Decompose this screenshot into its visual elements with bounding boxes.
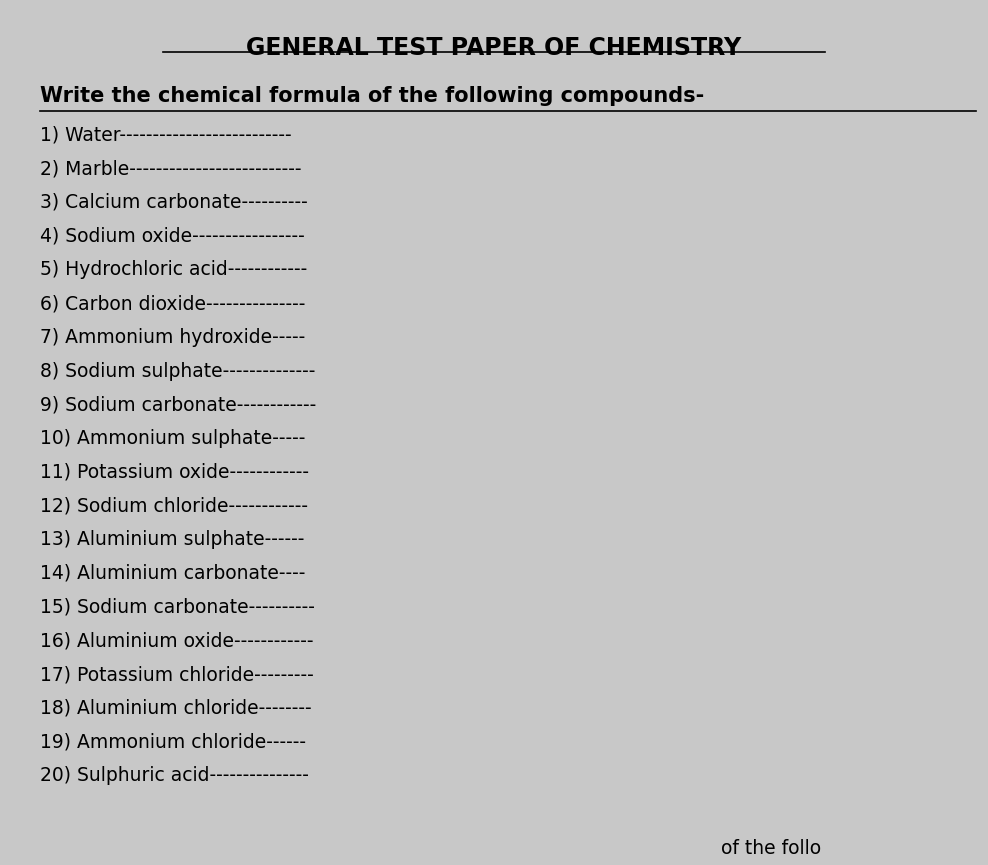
Text: Write the chemical formula of the following compounds-: Write the chemical formula of the follow… — [40, 86, 703, 106]
Text: 1) Water--------------------------: 1) Water-------------------------- — [40, 125, 291, 144]
Text: of the follo: of the follo — [721, 839, 821, 858]
Text: 2) Marble--------------------------: 2) Marble-------------------------- — [40, 159, 301, 178]
Text: 10) Ammonium sulphate-----: 10) Ammonium sulphate----- — [40, 429, 305, 448]
Text: 11) Potassium oxide------------: 11) Potassium oxide------------ — [40, 463, 308, 482]
Text: 5) Hydrochloric acid------------: 5) Hydrochloric acid------------ — [40, 260, 306, 279]
Text: 4) Sodium oxide-----------------: 4) Sodium oxide----------------- — [40, 227, 304, 246]
Text: 17) Potassium chloride---------: 17) Potassium chloride--------- — [40, 665, 313, 684]
Text: 12) Sodium chloride------------: 12) Sodium chloride------------ — [40, 497, 307, 516]
Text: 3) Calcium carbonate----------: 3) Calcium carbonate---------- — [40, 193, 307, 212]
Text: 14) Aluminium carbonate----: 14) Aluminium carbonate---- — [40, 564, 305, 583]
Text: 9) Sodium carbonate------------: 9) Sodium carbonate------------ — [40, 395, 316, 414]
Text: 13) Aluminium sulphate------: 13) Aluminium sulphate------ — [40, 530, 304, 549]
Text: 8) Sodium sulphate--------------: 8) Sodium sulphate-------------- — [40, 362, 315, 381]
Text: 7) Ammonium hydroxide-----: 7) Ammonium hydroxide----- — [40, 328, 304, 347]
Text: 19) Ammonium chloride------: 19) Ammonium chloride------ — [40, 733, 305, 752]
Text: 6) Carbon dioxide---------------: 6) Carbon dioxide--------------- — [40, 294, 305, 313]
Text: 20) Sulphuric acid---------------: 20) Sulphuric acid--------------- — [40, 766, 308, 785]
Text: 18) Aluminium chloride--------: 18) Aluminium chloride-------- — [40, 699, 311, 718]
Text: GENERAL TEST PAPER OF CHEMISTRY: GENERAL TEST PAPER OF CHEMISTRY — [246, 36, 742, 61]
Text: 16) Aluminium oxide------------: 16) Aluminium oxide------------ — [40, 631, 313, 650]
Text: 15) Sodium carbonate----------: 15) Sodium carbonate---------- — [40, 598, 314, 617]
